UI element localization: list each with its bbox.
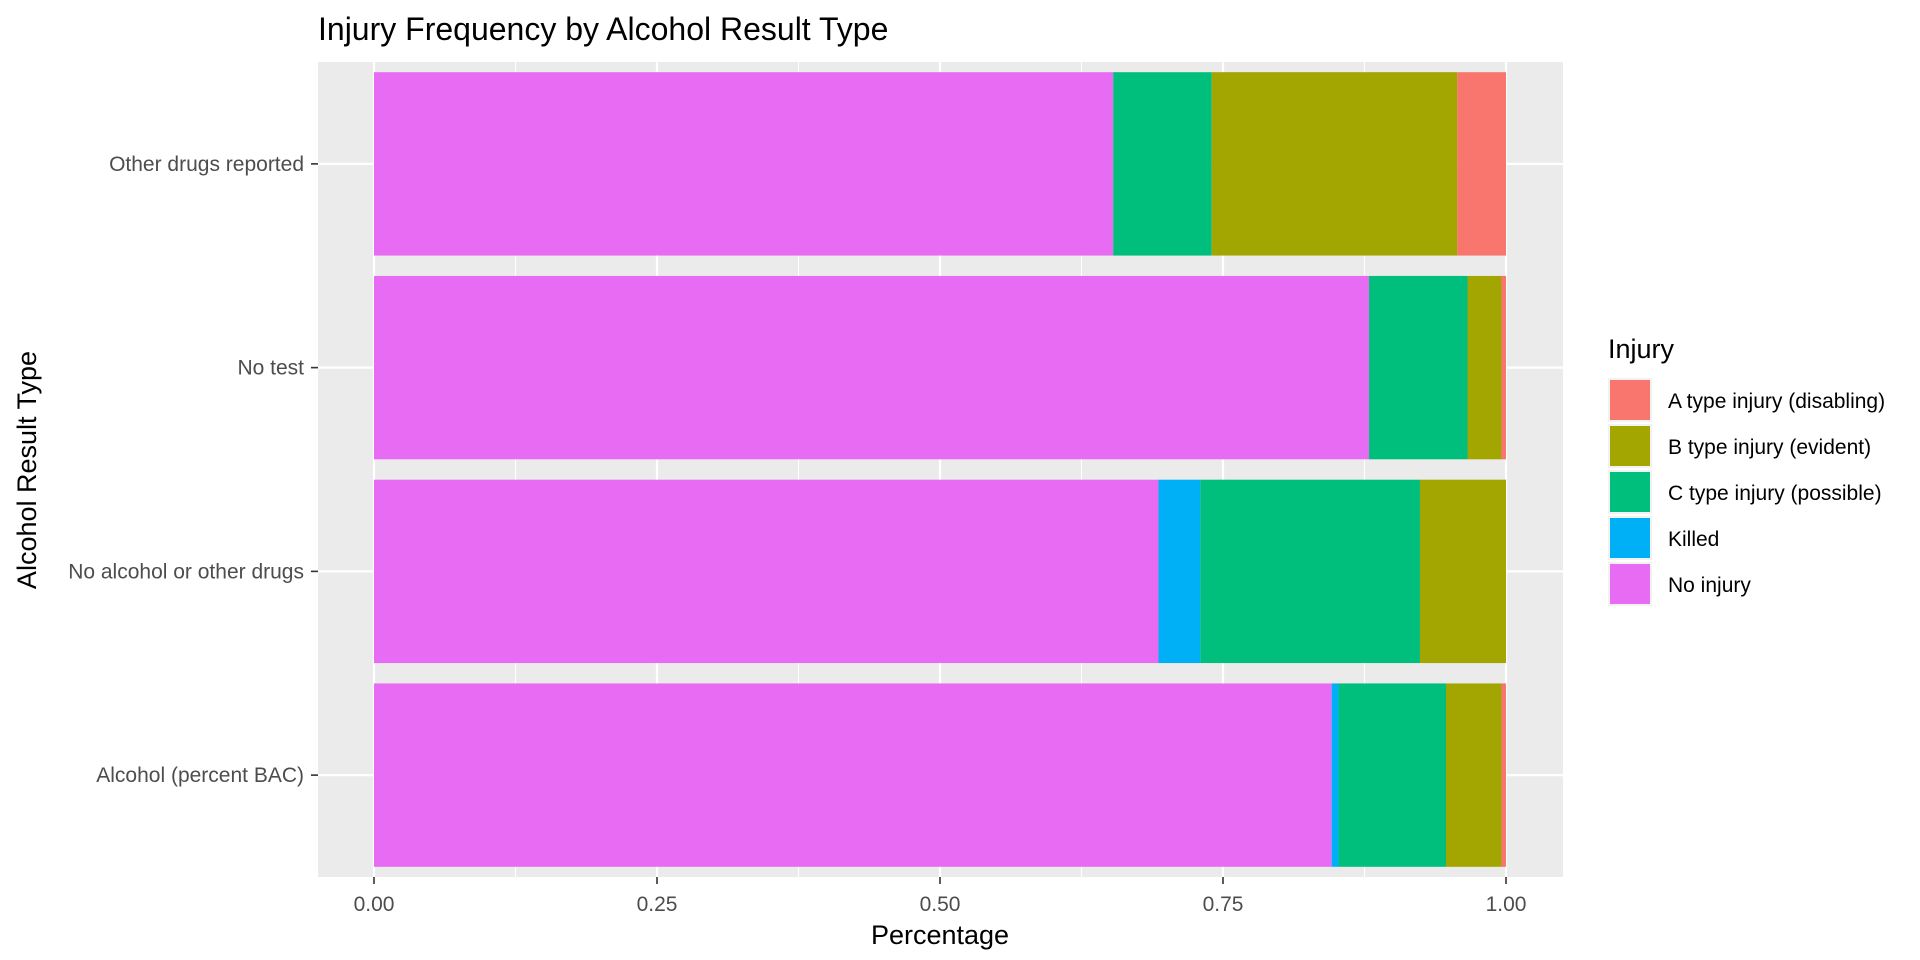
x-tick-label: 0.75 [1203, 893, 1244, 916]
bar-segment [1369, 275, 1468, 460]
y-tick-label: Alcohol (percent BAC) [96, 764, 304, 787]
bar-segment [374, 72, 1114, 256]
x-tick-label: 1.00 [1486, 893, 1527, 916]
x-tick-label: 0.00 [354, 893, 395, 916]
legend-label: A type injury (disabling) [1668, 390, 1885, 413]
bar-segment [1457, 72, 1506, 256]
bar-segment [1158, 479, 1201, 664]
bar-segment [1501, 275, 1506, 460]
y-axis-title: Alcohol Result Type [12, 351, 42, 589]
bar-segment [374, 275, 1370, 460]
bar-segment [1211, 72, 1458, 256]
x-axis: 0.00 0.25 0.50 0.75 1.00 [354, 877, 1527, 916]
legend-label: B type injury (evident) [1668, 436, 1871, 459]
legend: Injury A type injury (disabling) B type i… [1608, 334, 1885, 606]
y-axis: Alcohol (percent BAC) No alcohol or other… [68, 153, 318, 787]
bar-segment [1446, 683, 1502, 867]
legend-swatch [1610, 564, 1650, 604]
legend-label: C type injury (possible) [1668, 482, 1882, 505]
legend-label: Killed [1668, 528, 1719, 551]
legend-swatch [1610, 518, 1650, 558]
legend-swatch [1610, 472, 1650, 512]
legend-swatch [1610, 380, 1650, 420]
y-tick-label: No test [237, 357, 304, 380]
x-tick-label: 0.25 [637, 893, 678, 916]
bar-segment [1113, 72, 1212, 256]
x-tick-label: 0.50 [920, 893, 961, 916]
bar-segment [1338, 683, 1447, 867]
bar-segment [1331, 683, 1339, 867]
bar-segment [374, 479, 1159, 664]
bar-segment [1419, 479, 1506, 664]
bar-segment [1501, 683, 1506, 867]
legend-title: Injury [1608, 334, 1675, 364]
bar-segment [374, 683, 1332, 867]
bar-segment [1200, 479, 1420, 664]
legend-swatch [1610, 426, 1650, 466]
chart-title: Injury Frequency by Alcohol Result Type [318, 11, 888, 47]
x-axis-title: Percentage [871, 920, 1009, 950]
bar-segment [1467, 275, 1502, 460]
bars [374, 72, 1506, 867]
legend-label: No injury [1668, 574, 1751, 597]
y-tick-label: Other drugs reported [109, 153, 304, 176]
y-tick-label: No alcohol or other drugs [68, 560, 304, 583]
